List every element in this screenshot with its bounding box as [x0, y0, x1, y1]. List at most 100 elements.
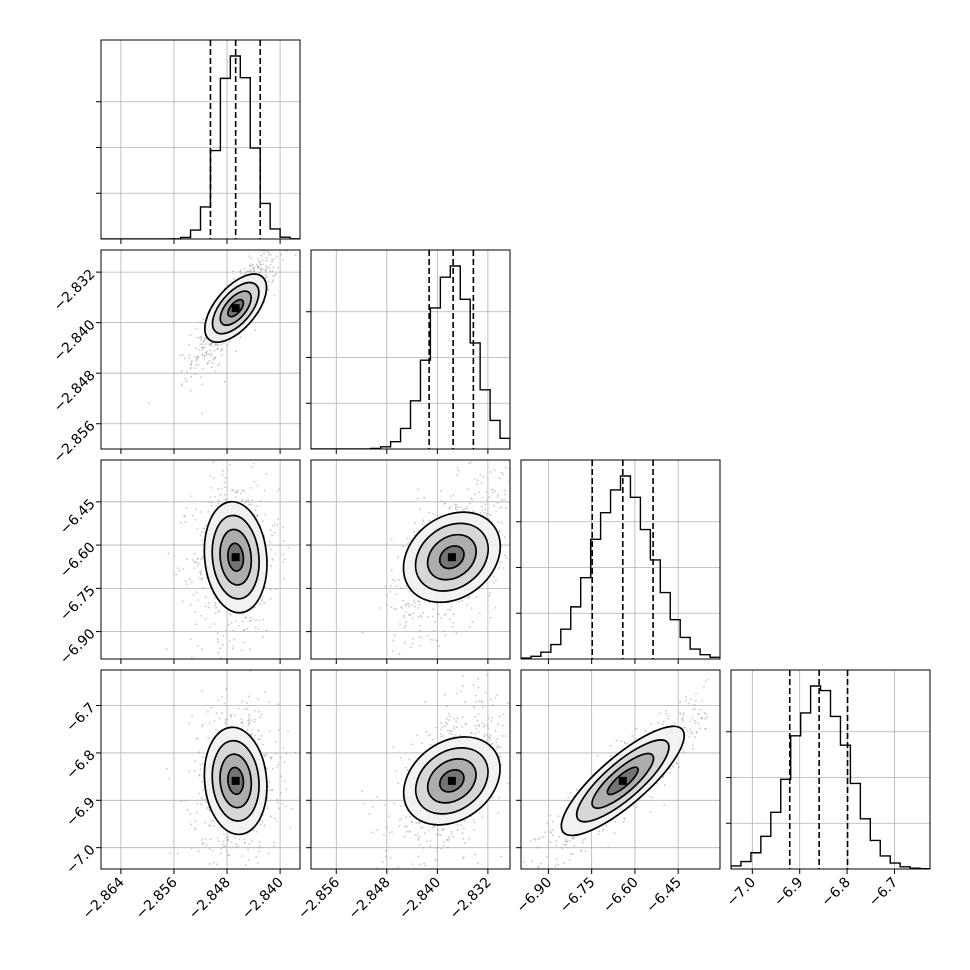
scatter-point	[407, 603, 410, 605]
scatter-point	[202, 723, 204, 726]
scatter-point	[425, 730, 428, 733]
scatter-point	[272, 559, 275, 561]
scatter-point	[272, 768, 274, 770]
scatter-point	[486, 673, 488, 676]
scatter-point	[442, 630, 445, 633]
scatter-point	[483, 733, 486, 736]
scatter-point	[494, 607, 497, 609]
scatter-point	[420, 636, 423, 639]
scatter-point	[667, 717, 669, 720]
scatter-point	[167, 552, 170, 555]
scatter-point	[199, 321, 201, 324]
scatter-point	[456, 506, 459, 508]
scatter-point	[198, 577, 201, 580]
scatter-point	[285, 788, 287, 791]
scatter-point	[489, 738, 492, 741]
scatter-point	[246, 708, 249, 710]
scatter-point	[631, 735, 634, 737]
scatter-point	[218, 840, 220, 843]
scatter-point	[436, 850, 438, 853]
scatter-point	[475, 694, 477, 697]
scatter-point	[534, 838, 537, 841]
y-tick-label: −6.8	[63, 747, 98, 782]
scatter-point	[254, 734, 257, 737]
scatter-point	[269, 541, 272, 543]
scatter-point	[248, 619, 251, 622]
scatter-point	[188, 354, 191, 357]
scatter-point	[190, 361, 193, 364]
scatter-point	[405, 537, 408, 540]
scatter-point	[200, 803, 203, 805]
scatter-point	[223, 702, 226, 705]
scatter-point	[436, 603, 438, 605]
scatter-point	[453, 503, 456, 506]
scatter-point	[243, 641, 246, 644]
scatter-point	[564, 843, 567, 846]
scatter-point	[208, 863, 211, 865]
scatter-point	[200, 614, 203, 617]
scatter-point	[201, 838, 203, 841]
scatter-point	[442, 734, 444, 737]
scatter-point	[434, 620, 436, 623]
scatter-point	[469, 453, 471, 455]
scatter-point	[260, 823, 262, 826]
scatter-point	[284, 805, 287, 807]
scatter-point	[271, 789, 274, 792]
scatter-point	[222, 840, 225, 843]
scatter-point	[262, 263, 264, 266]
scatter-point	[228, 640, 231, 642]
scatter-point	[685, 699, 687, 702]
scatter-point	[549, 814, 552, 817]
scatter-point	[282, 553, 285, 556]
scatter-point	[252, 618, 255, 620]
scatter-point	[217, 364, 219, 367]
scatter-point	[602, 827, 605, 830]
scatter-point	[403, 626, 406, 629]
scatter-point	[527, 500, 529, 502]
scatter-point	[248, 503, 251, 506]
scatter-point	[682, 714, 685, 716]
scatter-point	[250, 466, 253, 469]
scatter-point	[493, 504, 496, 507]
scatter-point	[235, 846, 238, 848]
scatter-point	[501, 734, 504, 737]
scatter-point	[259, 716, 261, 718]
x-tick-label: −2.856	[295, 874, 343, 922]
scatter-point	[199, 534, 202, 536]
scatter-point	[217, 488, 220, 491]
scatter-point	[253, 720, 256, 723]
scatter-point	[274, 740, 277, 743]
scatter-point	[522, 723, 524, 725]
scatter-point	[488, 518, 491, 520]
scatter-point	[185, 380, 188, 383]
scatter-point	[437, 833, 440, 836]
scatter-point	[727, 724, 729, 726]
scatter-point	[225, 498, 228, 500]
scatter-point	[193, 769, 196, 772]
scatter-point	[447, 719, 450, 721]
scatter-point	[416, 734, 418, 737]
scatter-point	[184, 521, 187, 524]
scatter-point	[454, 508, 457, 510]
scatter-point	[446, 723, 448, 725]
scatter-point	[454, 457, 456, 459]
x-tick-label: −2.832	[447, 875, 495, 923]
scatter-point	[658, 712, 661, 715]
density-peak	[447, 776, 456, 785]
scatter-point	[462, 685, 464, 688]
scatter-point	[212, 461, 215, 463]
scatter-point	[405, 605, 407, 607]
panel-frame	[730, 669, 931, 870]
scatter-point	[495, 510, 497, 513]
scatter-point	[194, 760, 196, 763]
scatter-point	[461, 857, 464, 860]
scatter-point	[207, 737, 210, 740]
scatter-point	[257, 738, 259, 741]
scatter-point	[256, 515, 258, 518]
scatter-point	[261, 596, 264, 598]
scatter-point	[405, 766, 407, 769]
panel-0-3: −7.0 −6.9 −6.8 −6.7 −2.864 −2.856 −2.848 −2.840	[63, 669, 301, 922]
scatter-point	[252, 267, 255, 269]
scatter-point	[490, 698, 492, 701]
scatter-point	[266, 266, 269, 269]
